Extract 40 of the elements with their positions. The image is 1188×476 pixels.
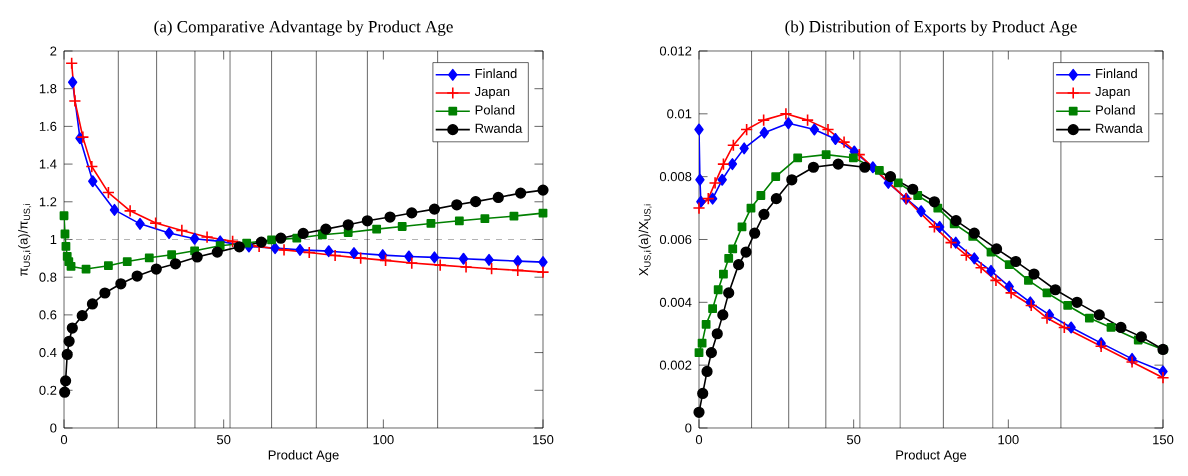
y-tick-label: 1.6	[39, 121, 57, 131]
x-axis-title: Product Age	[268, 450, 339, 463]
x-tick-label: 50	[216, 435, 231, 445]
y-tick-label: 0	[50, 423, 57, 433]
y-tick-label: 1.8	[39, 84, 57, 94]
x-tick-label: 0	[695, 435, 703, 445]
x-tick-label: 150	[533, 435, 554, 445]
x-tick-label: 100	[373, 435, 394, 445]
y-tick-label: 0.8	[39, 272, 57, 282]
y-tick-label: 0.4	[39, 348, 57, 358]
y-axis-title: π$_{US,i}$(a)/π$_{US,i}$	[18, 204, 32, 276]
chart-title: (a) Comparative Advantage by Product Age	[154, 20, 453, 36]
y-tick-label: 1	[50, 235, 57, 244]
legend-label: Rwanda	[1096, 123, 1143, 133]
x-tick-label: 0	[60, 435, 68, 445]
y-tick-label: 0.006	[659, 234, 692, 245]
legend-label: Japan	[1095, 87, 1130, 99]
legend-label: Finland	[1096, 68, 1137, 79]
y-tick-label: 0.2	[39, 385, 57, 395]
y-tick-label: 0.008	[659, 172, 692, 182]
legend-label: Rwanda	[475, 123, 523, 133]
x-axis-title: Product Age	[896, 450, 967, 463]
y-axis-title: X$_{US,i}$(a)/X$_{US,i}$	[638, 204, 652, 276]
y-tick-label: 0.01	[667, 109, 692, 119]
y-tick-label: 2	[50, 46, 57, 56]
x-tick-label: 150	[1153, 435, 1174, 445]
x-tick-label: 100	[998, 435, 1019, 445]
y-tick-label: 1.4	[39, 159, 57, 169]
legend-label: Finland	[475, 68, 517, 79]
y-tick-label: 1.2	[39, 197, 57, 207]
legend-label: Poland	[1096, 104, 1135, 115]
y-tick-label: 0.002	[659, 360, 692, 370]
y-tick-label: 0	[685, 423, 692, 433]
y-tick-label: 0.6	[39, 310, 57, 320]
legend-label: Poland	[475, 104, 515, 115]
y-tick-label: 0.004	[659, 297, 692, 307]
legend-label: Japan	[474, 87, 510, 99]
y-tick-label: 0.012	[659, 46, 692, 56]
chart-title: (b) Distribution of Exports by Product Age	[785, 20, 1077, 36]
x-tick-label: 50	[846, 435, 861, 445]
